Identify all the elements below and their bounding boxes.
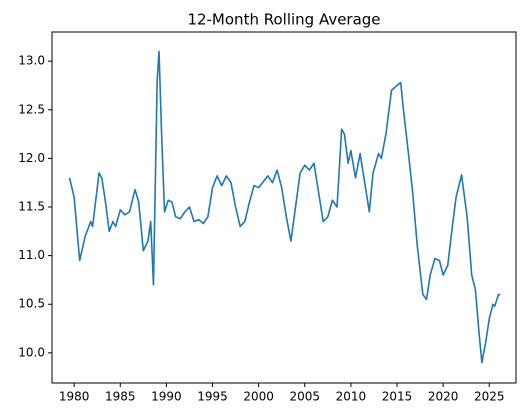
y-tick-label: 12.5 [18, 102, 45, 116]
x-tick-label: 1980 [59, 390, 90, 404]
x-tick-label: 2020 [428, 390, 459, 404]
x-tick-label: 2025 [474, 390, 505, 404]
x-tick-label: 2010 [336, 390, 367, 404]
y-tick-label: 13.0 [18, 54, 45, 68]
x-tick-label: 2015 [382, 390, 413, 404]
y-tick-label: 11.0 [18, 248, 45, 262]
line-series [68, 50, 501, 364]
y-tick-label: 11.5 [18, 200, 45, 214]
chart-title: 12-Month Rolling Average [187, 11, 380, 29]
x-tick-label: 2005 [289, 390, 320, 404]
x-tick-label: 1990 [151, 390, 182, 404]
x-tick-label: 1985 [105, 390, 136, 404]
x-tick-label: 2000 [243, 390, 274, 404]
y-tick-label: 10.5 [18, 297, 45, 311]
y-tick-label: 12.0 [18, 151, 45, 165]
y-tick-label: 10.0 [18, 345, 45, 359]
x-tick-label: 1995 [197, 390, 228, 404]
